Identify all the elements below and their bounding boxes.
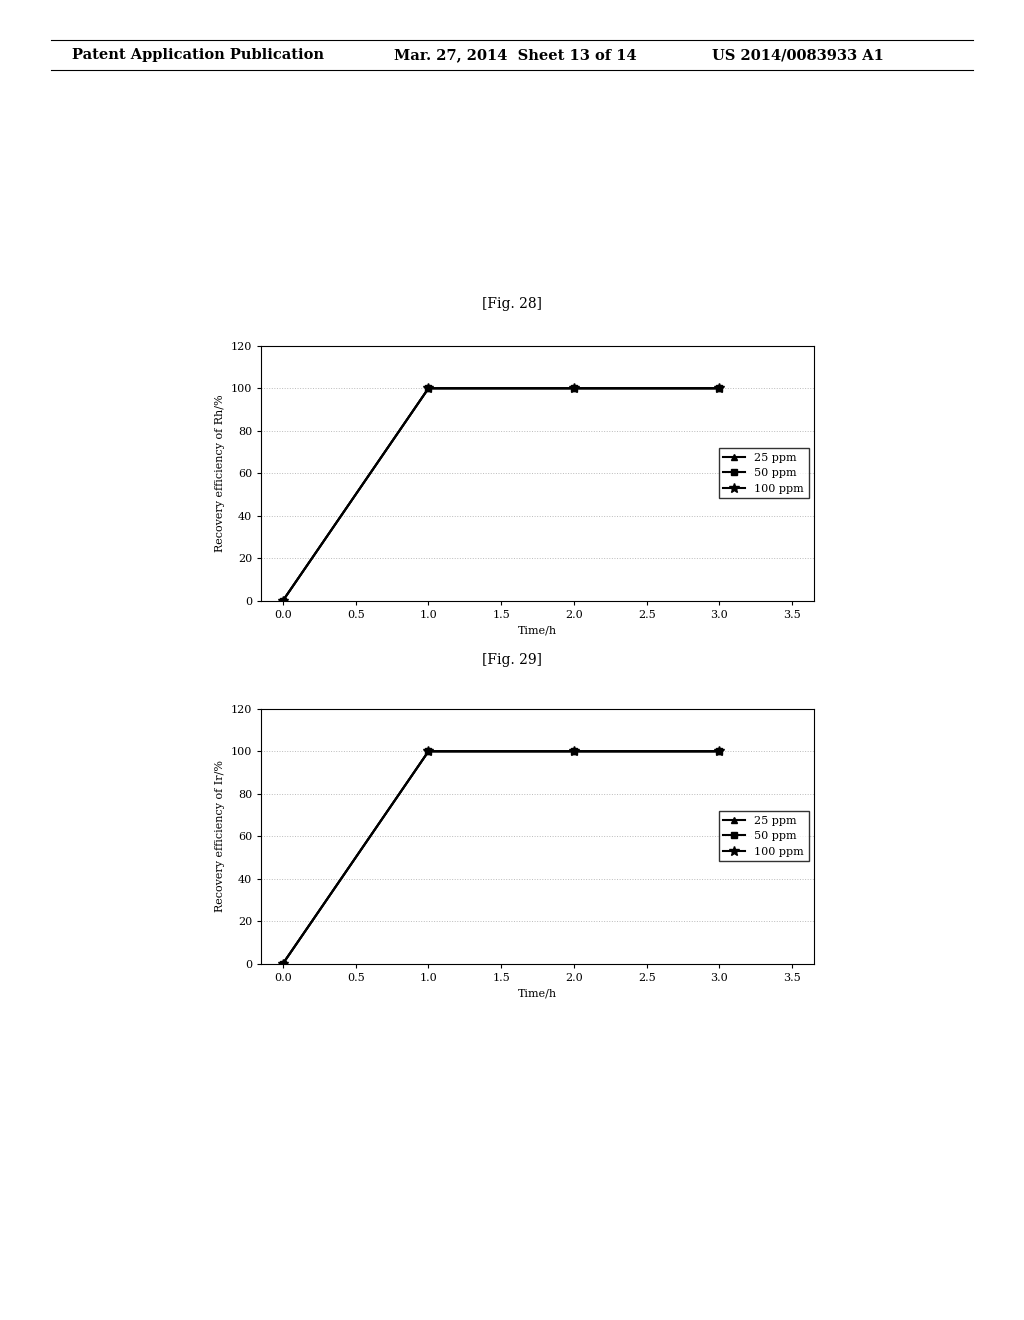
Line: 25 ppm: 25 ppm <box>280 748 723 968</box>
Text: [Fig. 29]: [Fig. 29] <box>482 653 542 667</box>
50 ppm <box>422 743 434 759</box>
X-axis label: Time/h: Time/h <box>518 626 557 635</box>
50 ppm <box>568 743 581 759</box>
25 ppm <box>422 380 434 396</box>
Text: [Fig. 28]: [Fig. 28] <box>482 297 542 310</box>
Y-axis label: Recovery efficiency of Ir/%: Recovery efficiency of Ir/% <box>215 760 225 912</box>
100 ppm <box>714 380 726 396</box>
25 ppm <box>568 743 581 759</box>
100 ppm <box>714 743 726 759</box>
Line: 100 ppm: 100 ppm <box>279 746 724 969</box>
25 ppm <box>714 743 726 759</box>
50 ppm <box>568 380 581 396</box>
100 ppm <box>276 956 289 972</box>
25 ppm <box>276 593 289 609</box>
Line: 25 ppm: 25 ppm <box>280 385 723 605</box>
100 ppm <box>568 380 581 396</box>
50 ppm <box>714 743 726 759</box>
50 ppm <box>276 956 289 972</box>
50 ppm <box>422 380 434 396</box>
100 ppm <box>422 743 434 759</box>
Legend: 25 ppm, 50 ppm, 100 ppm: 25 ppm, 50 ppm, 100 ppm <box>719 812 809 861</box>
X-axis label: Time/h: Time/h <box>518 989 557 998</box>
Y-axis label: Recovery efficiency of Rh/%: Recovery efficiency of Rh/% <box>215 395 225 552</box>
Text: Patent Application Publication: Patent Application Publication <box>72 49 324 62</box>
50 ppm <box>276 593 289 609</box>
50 ppm <box>714 380 726 396</box>
25 ppm <box>276 956 289 972</box>
25 ppm <box>714 380 726 396</box>
Line: 100 ppm: 100 ppm <box>279 383 724 606</box>
Line: 50 ppm: 50 ppm <box>280 385 723 605</box>
25 ppm <box>422 743 434 759</box>
100 ppm <box>422 380 434 396</box>
Line: 50 ppm: 50 ppm <box>280 748 723 968</box>
100 ppm <box>276 593 289 609</box>
100 ppm <box>568 743 581 759</box>
Text: Mar. 27, 2014  Sheet 13 of 14: Mar. 27, 2014 Sheet 13 of 14 <box>394 49 637 62</box>
25 ppm <box>568 380 581 396</box>
Legend: 25 ppm, 50 ppm, 100 ppm: 25 ppm, 50 ppm, 100 ppm <box>719 449 809 498</box>
Text: US 2014/0083933 A1: US 2014/0083933 A1 <box>712 49 884 62</box>
